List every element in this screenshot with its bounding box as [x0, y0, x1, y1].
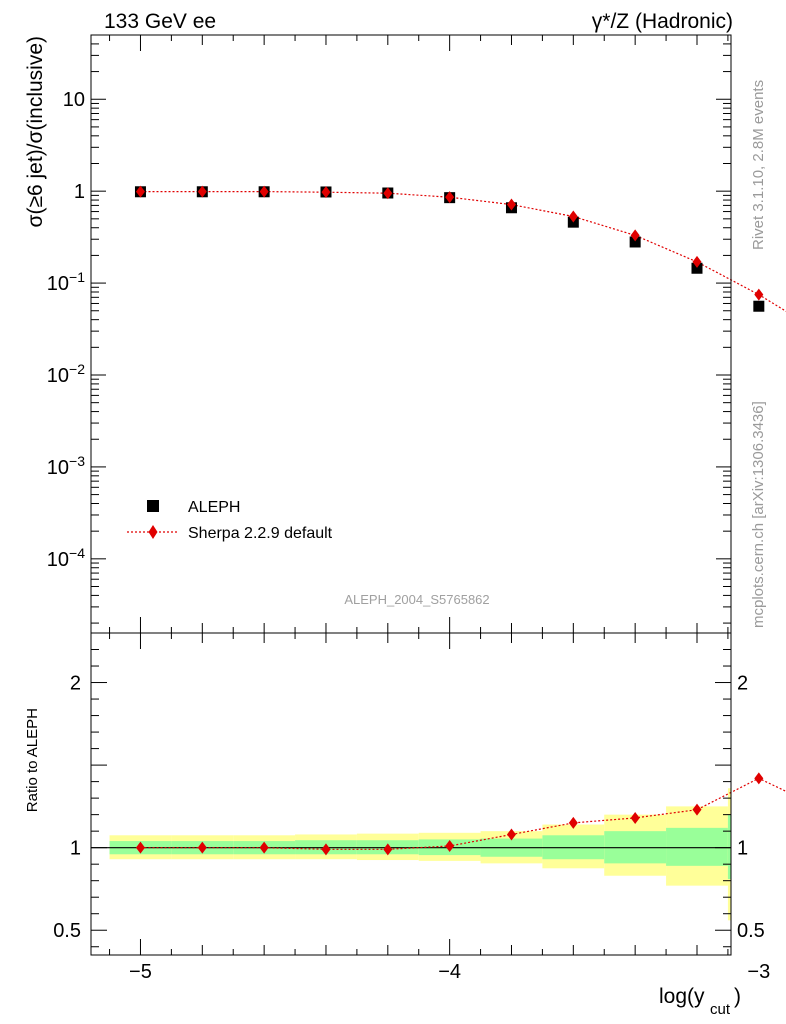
ratio-sherpa-point: [568, 816, 578, 829]
main-y-axis-label: σ(≥6 jet)/σ(inclusive): [24, 36, 47, 227]
rivet-version-label: Rivet 3.1.10, 2.8M events: [750, 80, 767, 250]
sherpa-point: [259, 185, 269, 198]
y-tick-label: 1: [74, 181, 85, 203]
sherpa-point: [630, 229, 640, 242]
y-tick-label: 10−3: [47, 453, 85, 479]
x-axis-label-close: ): [734, 985, 741, 1008]
ratio-sherpa-point: [506, 828, 516, 841]
ratio-plot-frame: [90, 632, 732, 956]
aleph-point: [629, 236, 641, 248]
ratio-sherpa-point: [692, 803, 702, 816]
aleph-point: [753, 300, 765, 312]
y-tick-label: 10−1: [47, 269, 85, 295]
analysis-watermark: ALEPH_2004_S5765862: [344, 592, 489, 607]
ratio-sherpa-point: [630, 811, 640, 824]
x-tick-label: −5: [129, 961, 152, 983]
legend-sherpa-marker: [148, 525, 158, 539]
legend: ALEPH Sherpa 2.2.9 default: [127, 499, 333, 542]
ratio-sherpa-point: [321, 843, 331, 856]
sherpa-point: [568, 210, 578, 223]
ratio-y-tick-label-right: 2: [737, 673, 748, 695]
mcplots-label: mcplots.cern.ch [arXiv:1306.3436]: [750, 401, 767, 628]
ratio-band-inner: [727, 814, 731, 880]
ratio-y-axis-label: Ratio to ALEPH: [24, 708, 41, 812]
sherpa-point: [506, 198, 516, 211]
ratio-sherpa-curve: [140, 777, 786, 850]
aleph-point: [691, 262, 703, 274]
ratio-sherpa-point: [135, 841, 145, 854]
main-axes: 10 1 10−1 10−2 10−3 10−4: [47, 34, 731, 633]
ratio-y-tick-label-left: 2: [70, 673, 81, 695]
x-tick-label: −4: [438, 961, 461, 983]
sherpa-point: [321, 186, 331, 199]
sherpa-point: [754, 288, 764, 301]
ratio-sherpa-point: [259, 841, 269, 854]
ratio-sherpa-point: [445, 840, 455, 853]
ratio-axes: −5 −4 −3 2 2 1 1 0.5 0.5: [53, 632, 770, 983]
main-plot-content: [134, 185, 786, 312]
legend-sherpa-label: Sherpa 2.2.9 default: [188, 525, 333, 542]
header-left-label: 133 GeV ee: [104, 10, 216, 33]
ratio-plot-content: [91, 772, 786, 921]
sherpa-point: [692, 255, 702, 268]
ratio-plot-panel: −5 −4 −3 2 2 1 1 0.5 0.5 Ratio to ALEPH: [24, 632, 786, 983]
legend-aleph-marker: [147, 500, 159, 512]
sherpa-point: [135, 185, 145, 198]
ratio-sherpa-point: [383, 843, 393, 856]
main-plot-frame: [90, 34, 732, 634]
sherpa-curve: [140, 191, 786, 312]
legend-aleph-label: ALEPH: [188, 499, 240, 516]
sherpa-point: [197, 185, 207, 198]
ratio-sherpa-point: [754, 772, 764, 785]
ratio-y-tick-label-right: 1: [737, 838, 748, 860]
x-tick-label: −3: [747, 961, 770, 983]
ratio-y-tick-label-right: 0.5: [737, 920, 765, 942]
y-tick-label: 10−2: [47, 361, 85, 387]
ratio-y-tick-label-left: 1: [70, 838, 81, 860]
y-tick-label: 10−4: [47, 545, 85, 571]
x-axis-label: log(y cut ): [659, 985, 741, 1018]
ratio-sherpa-point: [197, 841, 207, 854]
header-right-label: γ*/Z (Hadronic): [592, 10, 733, 33]
ratio-y-tick-label-left: 0.5: [53, 920, 81, 942]
sherpa-point: [383, 187, 393, 200]
x-axis-label-main: log(y: [659, 985, 705, 1008]
y-tick-label: 10: [63, 89, 85, 111]
x-axis-label-sub: cut: [710, 1001, 731, 1018]
sherpa-point: [445, 191, 455, 204]
ratio-band-inner: [666, 827, 728, 866]
